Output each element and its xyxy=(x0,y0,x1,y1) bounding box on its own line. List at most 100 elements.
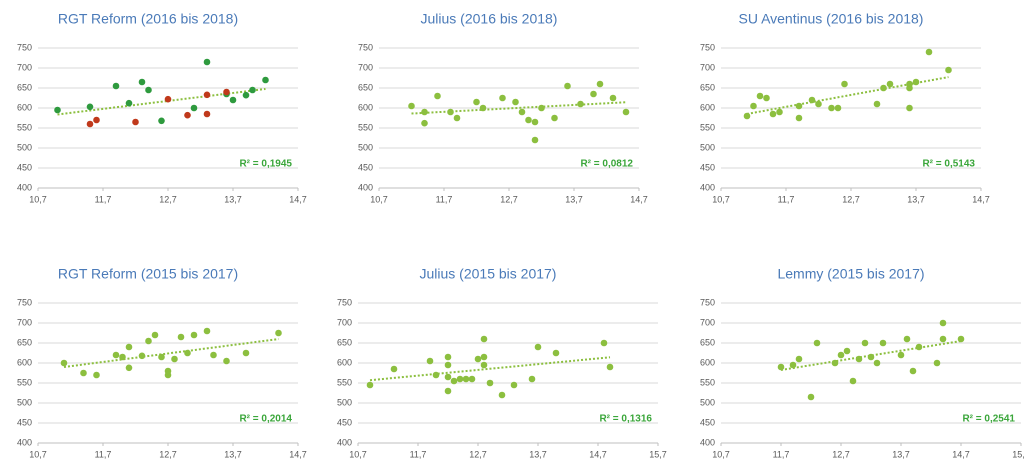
data-point xyxy=(145,86,152,94)
x-tick-label: 13,7 xyxy=(224,194,242,204)
data-point xyxy=(158,117,165,125)
data-point xyxy=(125,364,133,372)
data-point xyxy=(138,78,146,86)
r-squared-label: R² = 0,5143 xyxy=(922,159,975,170)
y-tick-label: 450 xyxy=(358,162,373,172)
r-squared-label: R² = 0,1316 xyxy=(599,414,652,425)
chart-title: Lemmy (2015 bis 2017) xyxy=(777,266,924,282)
data-point xyxy=(203,110,211,118)
data-point xyxy=(815,100,822,108)
y-tick-label: 400 xyxy=(17,182,32,192)
y-tick-label: 750 xyxy=(700,42,715,52)
x-tick-label: 10,7 xyxy=(349,449,367,459)
data-point xyxy=(743,112,751,120)
data-point xyxy=(190,104,198,112)
data-point xyxy=(450,377,458,385)
x-tick-label: 10,7 xyxy=(712,194,730,204)
x-tick-label: 13,7 xyxy=(565,194,583,204)
r-squared-label: R² = 0,2541 xyxy=(962,414,1015,425)
y-tick-label: 500 xyxy=(337,397,352,407)
data-point xyxy=(795,355,803,363)
x-tick-label: 15,7 xyxy=(649,449,667,459)
data-point xyxy=(873,359,881,367)
data-point xyxy=(444,373,452,381)
data-point xyxy=(164,371,172,379)
x-tick-label: 13,7 xyxy=(529,449,547,459)
data-point xyxy=(249,86,256,94)
data-point xyxy=(203,327,211,335)
x-tick-label: 11,7 xyxy=(410,449,427,459)
data-point xyxy=(945,66,952,74)
data-point xyxy=(534,343,542,351)
data-point xyxy=(190,331,198,339)
x-tick-label: 12,7 xyxy=(842,194,860,204)
data-point xyxy=(434,92,441,100)
x-tick-label: 10,7 xyxy=(29,194,47,204)
y-tick-label: 600 xyxy=(17,357,32,367)
y-tick-label: 450 xyxy=(700,417,715,427)
data-point xyxy=(855,355,863,363)
y-tick-label: 400 xyxy=(700,182,715,192)
y-tick-label: 500 xyxy=(700,142,715,152)
data-point xyxy=(609,94,617,102)
chart-title: RGT Reform (2015 bis 2017) xyxy=(58,266,238,282)
data-point xyxy=(426,357,434,365)
y-tick-label: 400 xyxy=(700,437,715,447)
data-point xyxy=(906,80,913,88)
data-point xyxy=(834,104,842,112)
data-point xyxy=(456,375,464,383)
data-point xyxy=(184,349,191,357)
data-point xyxy=(867,353,875,361)
data-point xyxy=(813,339,821,347)
x-tick-label: 14,7 xyxy=(952,449,970,459)
x-tick-label: 12,7 xyxy=(832,449,850,459)
data-point xyxy=(957,335,965,343)
data-point xyxy=(763,94,770,102)
data-point xyxy=(158,353,165,361)
data-point xyxy=(531,136,539,144)
x-tick-label: 10,7 xyxy=(712,449,730,459)
data-point xyxy=(112,82,120,90)
x-tick-label: 14,7 xyxy=(589,449,607,459)
data-point xyxy=(421,108,428,116)
r-squared-label: R² = 0,2014 xyxy=(239,414,292,425)
data-point xyxy=(125,343,133,351)
data-point xyxy=(474,355,482,363)
data-point xyxy=(164,95,172,103)
x-tick-label: 10,7 xyxy=(370,194,388,204)
data-point xyxy=(112,351,120,359)
data-point xyxy=(925,48,933,56)
chart-title: RGT Reform (2016 bis 2018) xyxy=(58,11,238,27)
data-point xyxy=(828,104,835,112)
data-point xyxy=(776,108,783,116)
data-point xyxy=(119,353,126,361)
y-tick-label: 650 xyxy=(700,82,715,92)
r-squared-label: R² = 0,1945 xyxy=(239,159,292,170)
data-point xyxy=(915,343,923,351)
data-point xyxy=(606,363,614,371)
data-point xyxy=(756,92,764,100)
data-point xyxy=(939,335,947,343)
data-point xyxy=(880,84,887,92)
data-point xyxy=(600,339,608,347)
y-tick-label: 750 xyxy=(358,42,373,52)
data-point xyxy=(622,108,630,116)
data-point xyxy=(444,387,452,395)
data-point xyxy=(242,91,250,99)
data-point xyxy=(837,351,845,359)
data-point xyxy=(453,114,461,122)
x-tick-label: 14,7 xyxy=(630,194,648,204)
y-tick-label: 600 xyxy=(17,102,32,112)
y-tick-label: 600 xyxy=(337,357,352,367)
data-point xyxy=(789,361,797,369)
data-point xyxy=(210,351,217,359)
data-point xyxy=(906,104,913,112)
x-tick-label: 12,7 xyxy=(500,194,518,204)
y-tick-label: 600 xyxy=(358,102,373,112)
y-tick-label: 400 xyxy=(17,437,32,447)
data-point xyxy=(132,118,139,126)
x-tick-label: 14,7 xyxy=(972,194,990,204)
data-point xyxy=(203,58,211,66)
data-point xyxy=(525,116,532,124)
